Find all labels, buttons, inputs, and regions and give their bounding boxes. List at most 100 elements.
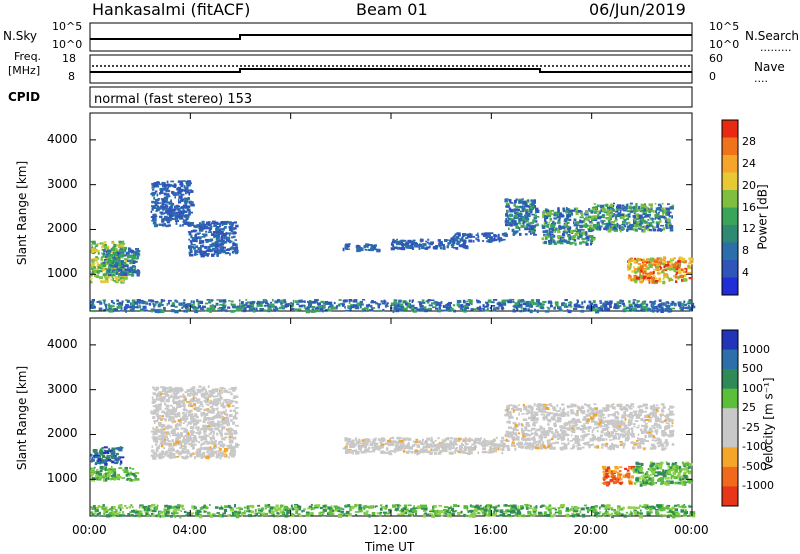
- data-cell: [218, 228, 221, 232]
- data-cell: [158, 302, 163, 306]
- data-cell: [449, 443, 454, 445]
- data-cell: [640, 207, 645, 210]
- data-cell: [206, 392, 209, 396]
- data-cell: [514, 447, 517, 451]
- data-cell: [116, 303, 121, 305]
- data-cell: [186, 205, 191, 208]
- data-cell: [522, 200, 527, 204]
- data-cell: [113, 472, 116, 476]
- data-cell: [505, 430, 509, 434]
- data-cell: [561, 303, 565, 307]
- data-cell: [209, 451, 214, 455]
- data-cell: [108, 468, 111, 471]
- data-cell: [593, 226, 597, 230]
- data-cell: [555, 227, 558, 230]
- data-cell: [116, 269, 119, 272]
- data-cell: [153, 436, 157, 439]
- data-cell: [591, 215, 595, 218]
- data-cell: [142, 300, 145, 303]
- data-cell: [215, 415, 219, 419]
- data-cell: [104, 473, 108, 476]
- data-cell: [398, 241, 403, 244]
- data-cell: [104, 275, 109, 279]
- data-cell: [225, 409, 227, 413]
- data-cell: [462, 438, 467, 442]
- data-cell: [90, 277, 93, 280]
- data-cell: [351, 449, 354, 453]
- data-cell: [663, 265, 666, 269]
- data-cell: [322, 302, 327, 305]
- data-cell: [172, 398, 175, 402]
- data-cell: [655, 210, 657, 214]
- data-cell: [468, 437, 472, 440]
- data-cell: [180, 456, 184, 458]
- data-cell: [597, 216, 602, 220]
- data-cell: [102, 268, 105, 272]
- data-cell: [182, 408, 185, 411]
- data-cell: [386, 441, 391, 444]
- data-cell: [679, 256, 683, 260]
- data-cell: [111, 460, 115, 463]
- data-cell: [212, 446, 215, 450]
- data-cell: [197, 401, 201, 404]
- data-cell: [614, 218, 618, 221]
- data-cell: [194, 423, 198, 426]
- data-cell: [166, 302, 169, 306]
- data-cell: [552, 408, 557, 412]
- data-cell: [502, 447, 505, 450]
- data-cell: [636, 210, 639, 213]
- data-cell: [103, 246, 108, 249]
- data-cell: [230, 392, 233, 396]
- data-cell: [456, 299, 461, 304]
- data-cell: [505, 203, 510, 206]
- data-cell: [501, 299, 506, 304]
- data-cell: [543, 222, 546, 226]
- data-cell: [657, 217, 661, 220]
- data-cell: [222, 386, 224, 389]
- data-cell: [171, 190, 174, 194]
- data-cell: [211, 421, 214, 425]
- data-cell: [675, 273, 678, 276]
- data-cell: [650, 261, 653, 264]
- data-cell: [93, 273, 96, 278]
- data-cell: [102, 454, 106, 459]
- data-cell: [118, 448, 123, 452]
- data-cell: [199, 408, 203, 411]
- data-cell: [512, 222, 516, 224]
- data-cell: [547, 224, 550, 226]
- data-cell: [124, 466, 128, 470]
- data-cell: [655, 221, 659, 224]
- data-cell: [201, 411, 204, 414]
- data-cell: [215, 455, 219, 459]
- data-cell: [675, 261, 679, 264]
- data-cell: [424, 439, 428, 442]
- data-cell: [435, 307, 438, 310]
- data-cell: [396, 436, 401, 440]
- data-cell: [658, 299, 662, 302]
- data-cell: [172, 400, 175, 403]
- data-cell: [119, 456, 121, 460]
- data-cell: [648, 215, 651, 219]
- data-cell: [97, 242, 100, 245]
- data-cell: [452, 304, 456, 307]
- data-cell: [224, 226, 227, 229]
- data-cell: [542, 444, 546, 449]
- data-cell: [110, 300, 114, 303]
- data-cell: [420, 441, 423, 444]
- data-cell: [173, 389, 178, 393]
- data-cell: [206, 441, 210, 445]
- data-cell: [122, 261, 127, 264]
- data-cell: [105, 262, 110, 265]
- data-cell: [614, 432, 617, 436]
- data-cell: [123, 277, 128, 280]
- data-cell: [223, 302, 226, 304]
- data-cell: [519, 310, 523, 313]
- data-cell: [512, 305, 517, 307]
- data-cell: [451, 447, 455, 449]
- data-cell: [163, 396, 166, 399]
- data-cell: [656, 224, 660, 228]
- data-cell: [161, 198, 164, 202]
- data-cell: [153, 409, 155, 412]
- data-cell: [501, 302, 507, 306]
- data-cell: [107, 249, 112, 253]
